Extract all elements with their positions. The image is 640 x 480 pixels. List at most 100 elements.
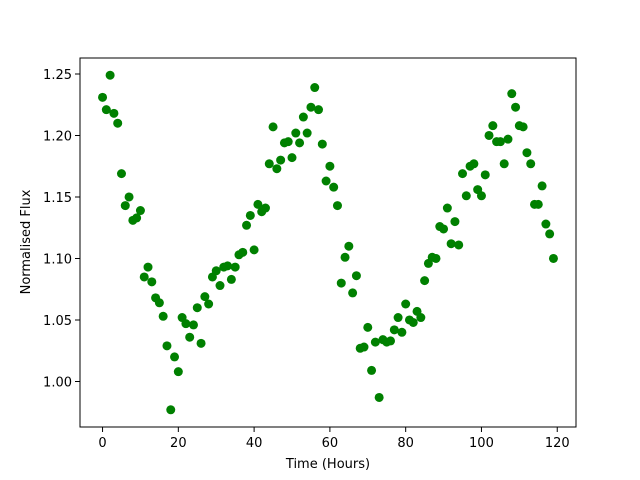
- point: [166, 405, 176, 415]
- point: [393, 313, 403, 323]
- point: [204, 299, 214, 309]
- point: [283, 137, 293, 147]
- point: [397, 327, 407, 337]
- point: [484, 130, 494, 140]
- point: [143, 262, 153, 272]
- point: [431, 253, 441, 263]
- point: [511, 102, 521, 112]
- point: [469, 159, 479, 169]
- point: [526, 159, 536, 169]
- point: [196, 338, 206, 348]
- point: [359, 342, 369, 352]
- y-tick-label: 1.05: [43, 314, 72, 329]
- x-tick-label: 120: [545, 436, 570, 451]
- point: [276, 155, 286, 165]
- point: [340, 252, 350, 262]
- point: [480, 170, 490, 180]
- point: [116, 169, 126, 179]
- point: [109, 108, 119, 118]
- point: [272, 164, 282, 174]
- point: [533, 199, 543, 209]
- point: [537, 181, 547, 191]
- point: [113, 118, 123, 128]
- point: [450, 217, 460, 227]
- y-tick-label: 1.10: [43, 252, 72, 267]
- point: [124, 192, 134, 202]
- point: [306, 102, 316, 112]
- point: [442, 203, 452, 213]
- y-tick-label: 1.00: [43, 375, 72, 390]
- point: [302, 128, 312, 138]
- y-tick-label: 1.15: [43, 191, 72, 206]
- point: [287, 153, 297, 163]
- x-axis-label: Time (Hours): [285, 457, 370, 472]
- point: [120, 201, 130, 211]
- x-tick-label: 20: [170, 436, 187, 451]
- point: [495, 137, 505, 147]
- point: [310, 83, 320, 93]
- point: [291, 128, 301, 138]
- point: [344, 241, 354, 251]
- plot-frame: [79, 57, 577, 428]
- point: [268, 122, 278, 132]
- point: [416, 313, 426, 323]
- point: [245, 210, 255, 220]
- point: [454, 240, 464, 250]
- point: [101, 105, 111, 115]
- point: [518, 122, 528, 132]
- point: [185, 332, 195, 342]
- point: [458, 169, 468, 179]
- point: [363, 322, 373, 332]
- point: [317, 139, 327, 149]
- point: [298, 112, 308, 122]
- point: [499, 159, 509, 169]
- point: [242, 220, 252, 230]
- y-axis-label: Normalised Flux: [19, 189, 34, 294]
- point: [158, 311, 168, 321]
- x-tick-label: 0: [98, 436, 106, 451]
- point: [135, 206, 145, 216]
- point: [351, 271, 361, 281]
- point: [386, 336, 396, 346]
- point: [503, 134, 513, 144]
- point: [264, 159, 274, 169]
- point: [370, 337, 380, 347]
- point: [507, 89, 517, 99]
- point: [541, 219, 551, 229]
- point: [401, 299, 411, 309]
- point: [188, 320, 198, 330]
- point: [295, 138, 305, 148]
- point: [105, 70, 115, 80]
- point: [249, 245, 259, 255]
- point: [325, 161, 335, 171]
- point: [147, 277, 157, 287]
- x-tick-label: 100: [469, 436, 494, 451]
- point: [476, 191, 486, 201]
- point: [139, 272, 149, 282]
- y-tick-label: 1.20: [43, 129, 72, 144]
- point: [336, 278, 346, 288]
- point: [200, 292, 210, 302]
- point: [420, 276, 430, 286]
- x-tick-label: 80: [397, 436, 414, 451]
- point: [238, 247, 248, 257]
- point: [367, 365, 377, 375]
- point: [439, 224, 449, 234]
- point: [230, 262, 240, 272]
- x-tick-label: 60: [322, 436, 339, 451]
- point: [215, 281, 225, 291]
- point: [461, 191, 471, 201]
- point: [332, 201, 342, 211]
- point: [329, 182, 339, 192]
- point: [314, 105, 324, 115]
- point: [488, 121, 498, 131]
- point: [181, 319, 191, 329]
- point: [132, 213, 142, 223]
- point: [348, 288, 358, 298]
- point: [389, 325, 399, 335]
- x-tick-label: 40: [246, 436, 263, 451]
- point: [260, 203, 270, 213]
- point: [154, 298, 164, 308]
- point: [226, 274, 236, 284]
